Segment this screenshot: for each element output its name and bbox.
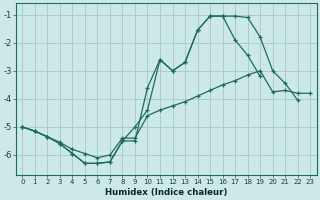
X-axis label: Humidex (Indice chaleur): Humidex (Indice chaleur) [105, 188, 228, 197]
